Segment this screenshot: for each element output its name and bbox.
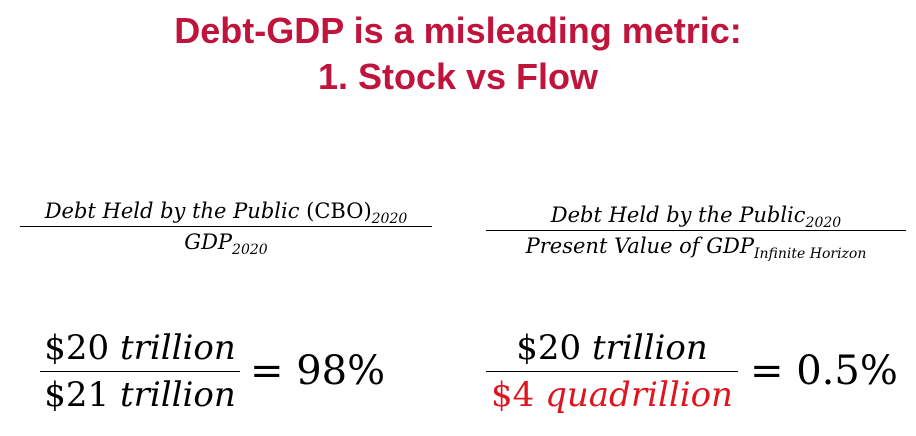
right-denominator-text: Present Value of GDP [525, 234, 754, 258]
left-calc-numerator-unit: trillion [119, 328, 236, 368]
left-formula-fraction: Debt Held by the Public (CBO)2020 GDP202… [20, 196, 432, 257]
right-calc-denominator: $4 quadrillion [486, 372, 738, 418]
left-formula-fraction-bar [20, 226, 432, 227]
left-formula-numerator: Debt Held by the Public (CBO)2020 [20, 196, 432, 226]
right-calc-denominator-amount: $4 [491, 375, 535, 415]
right-denominator-subscript: Infinite Horizon [754, 246, 867, 262]
right-calc-numerator: $20 trillion [486, 325, 738, 371]
right-formula-fraction-bar [486, 230, 906, 231]
right-calc-fraction: $20 trillion $4 quadrillion [486, 325, 738, 418]
left-calc-numerator: $20 trillion [40, 325, 240, 371]
right-formula-fraction: Debt Held by the Public2020 Present Valu… [486, 200, 906, 261]
right-formula-denominator: Present Value of GDPInfinite Horizon [486, 231, 906, 261]
left-denominator-text: GDP [184, 230, 233, 254]
left-formula-denominator: GDP2020 [20, 227, 432, 257]
left-numerator-subscript: 2020 [371, 211, 408, 227]
left-numerator-text: Debt Held by the Public [44, 199, 307, 223]
right-calc-fraction-bar [486, 371, 738, 372]
left-calc-denominator-amount: $21 [44, 375, 110, 415]
right-calc-numerator-amount: $20 [516, 328, 582, 368]
right-calc-denominator-unit: quadrillion [545, 375, 733, 415]
left-denominator-subscript: 2020 [232, 242, 268, 258]
left-calc-denominator: $21 trillion [40, 372, 240, 418]
right-calc-result: = 0.5% [750, 348, 898, 394]
right-numerator-subscript: 2020 [805, 215, 842, 231]
right-formula-numerator: Debt Held by the Public2020 [486, 200, 906, 230]
right-numerator-text: Debt Held by the Public [550, 203, 806, 227]
slide-title: Debt-GDP is a misleading metric: 1. Stoc… [0, 8, 916, 100]
left-calc-numerator-amount: $20 [44, 328, 110, 368]
left-calc-fraction-bar [40, 371, 240, 372]
slide-title-line-1: Debt-GDP is a misleading metric: [174, 10, 742, 51]
left-calc-fraction: $20 trillion $21 trillion [40, 325, 240, 418]
left-calc-denominator-unit: trillion [119, 375, 236, 415]
right-calc-numerator-unit: trillion [591, 328, 708, 368]
left-numerator-paren: (CBO) [306, 199, 372, 223]
slide-title-line-2: 1. Stock vs Flow [317, 56, 599, 97]
left-calc-result: = 98% [250, 348, 386, 394]
